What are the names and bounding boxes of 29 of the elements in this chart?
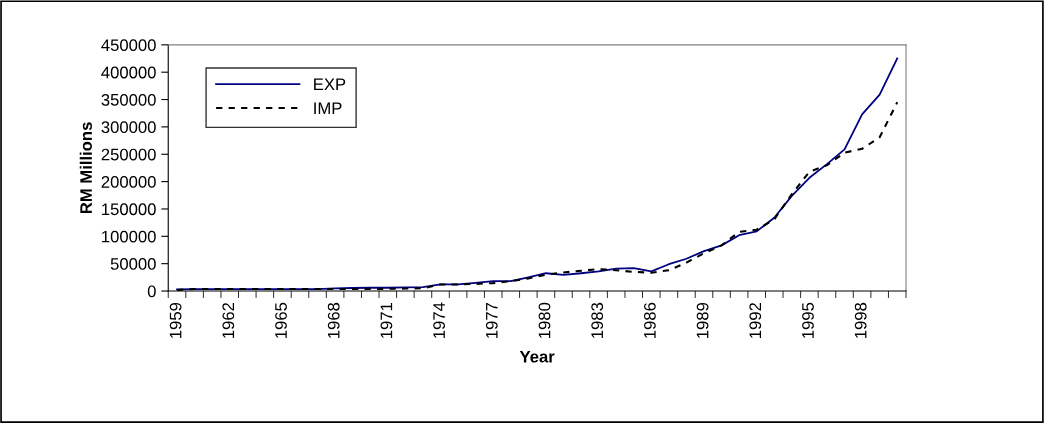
y-axis-title: RM Millions <box>79 122 92 214</box>
y-tick-label: 350000 <box>101 93 156 106</box>
x-tick-label: 1965 <box>275 302 287 338</box>
y-tick-label: 200000 <box>101 176 156 188</box>
y-tick-label: 300000 <box>101 121 156 134</box>
y-tick-label: 150000 <box>102 203 156 216</box>
legend-label: EXP <box>314 78 346 91</box>
legend-label: IMP <box>314 102 342 114</box>
x-tick-label: 1983 <box>591 302 604 338</box>
x-axis-title: Year <box>519 350 555 363</box>
y-tick-label: 0 <box>147 285 156 298</box>
x-tick-label: 1989 <box>696 302 709 338</box>
x-tick-label: 1980 <box>538 302 551 338</box>
x-tick-label: 1959 <box>169 302 182 338</box>
line-series <box>176 57 899 291</box>
y-tick-label: 450000 <box>101 39 156 52</box>
y-tick-label: 50000 <box>110 258 156 270</box>
x-tick-label: 1995 <box>802 302 814 338</box>
x-tick-label: 1977 <box>485 302 498 338</box>
x-tick-label: 1962 <box>222 302 235 338</box>
y-tick-label: 250000 <box>101 148 156 161</box>
x-tick-label: 1971 <box>380 302 393 338</box>
x-tick-label: 1986 <box>643 302 656 338</box>
x-tick-label: 1992 <box>749 302 762 338</box>
x-tick-label: 1998 <box>854 302 867 338</box>
x-tick-label: 1974 <box>433 302 445 338</box>
x-tick-label: 1968 <box>327 302 340 338</box>
y-tick-label: 100000 <box>102 230 156 243</box>
y-tick-label: 400000 <box>101 66 156 79</box>
